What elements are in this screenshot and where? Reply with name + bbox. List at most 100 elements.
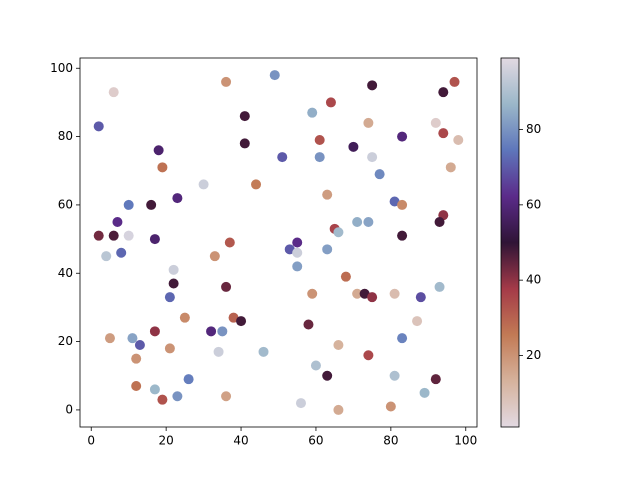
colorbar-tick-label: 60 [526, 197, 541, 211]
point [131, 353, 142, 364]
point [445, 162, 456, 173]
point [108, 87, 119, 98]
point [333, 340, 344, 350]
point [322, 370, 333, 381]
colorbar-tick-label: 20 [526, 348, 541, 362]
point [198, 179, 209, 190]
point [172, 391, 183, 402]
point [397, 230, 408, 241]
point [149, 384, 160, 395]
point [179, 312, 190, 323]
x-tick-label: 60 [308, 434, 323, 448]
point [157, 162, 168, 173]
point [374, 169, 385, 180]
point [221, 391, 232, 402]
point [108, 230, 119, 241]
point [251, 179, 262, 190]
point [172, 193, 183, 204]
point [93, 230, 104, 241]
point [292, 247, 303, 258]
point [157, 394, 168, 405]
y-tick-label: 20 [58, 334, 73, 348]
point [277, 152, 288, 163]
point [134, 340, 145, 350]
point [164, 292, 175, 303]
plot-area [79, 57, 478, 428]
y-tick-label: 60 [58, 197, 73, 211]
point [385, 401, 396, 412]
point [146, 199, 157, 210]
point [453, 135, 464, 145]
point [112, 217, 123, 227]
point [415, 292, 426, 303]
x-tick-label: 100 [454, 434, 477, 448]
point [284, 244, 295, 255]
point [363, 217, 374, 227]
point [352, 217, 363, 227]
point [430, 117, 441, 128]
point [269, 70, 280, 81]
point [397, 131, 408, 142]
point [221, 76, 232, 87]
point [153, 145, 164, 156]
point [123, 199, 134, 210]
x-tick-label: 80 [383, 434, 398, 448]
point [314, 135, 325, 145]
point [352, 288, 363, 299]
x-tick-label: 40 [233, 434, 248, 448]
point [438, 128, 449, 139]
point [164, 343, 175, 354]
point [206, 326, 217, 337]
point [367, 152, 378, 163]
point [258, 346, 269, 357]
colorbar-tick-label: 40 [526, 273, 541, 287]
point [434, 217, 445, 227]
point [292, 237, 303, 248]
point [438, 87, 449, 98]
point [123, 230, 134, 241]
point [127, 333, 138, 344]
point [397, 199, 408, 210]
point [325, 97, 336, 108]
point [389, 288, 400, 299]
point [149, 326, 160, 337]
point [314, 152, 325, 163]
point [116, 247, 127, 258]
point [236, 316, 247, 327]
point [348, 141, 359, 152]
point [104, 333, 115, 344]
point [333, 404, 344, 415]
point [183, 374, 194, 385]
point [295, 398, 306, 409]
point [389, 370, 400, 381]
point [322, 244, 333, 255]
point [224, 237, 235, 248]
point [168, 264, 179, 275]
point [303, 319, 314, 330]
point [93, 121, 104, 132]
point [209, 251, 220, 262]
point [359, 288, 370, 299]
y-tick-label: 40 [58, 266, 73, 280]
point [412, 316, 423, 327]
point [363, 350, 374, 361]
point [367, 80, 378, 91]
y-tick-label: 100 [50, 61, 73, 75]
point [168, 278, 179, 289]
point [101, 251, 112, 262]
point [419, 387, 430, 398]
y-tick-label: 0 [65, 402, 73, 416]
point [434, 281, 445, 292]
point [333, 227, 344, 238]
point [228, 312, 239, 323]
point [213, 346, 224, 357]
point [449, 76, 460, 87]
point [221, 281, 232, 292]
point [310, 360, 321, 371]
point [307, 107, 318, 118]
y-tick-label: 80 [58, 129, 73, 143]
point [340, 271, 351, 282]
colorbar-tick-label: 80 [526, 122, 541, 136]
x-tick-label: 0 [87, 434, 95, 448]
